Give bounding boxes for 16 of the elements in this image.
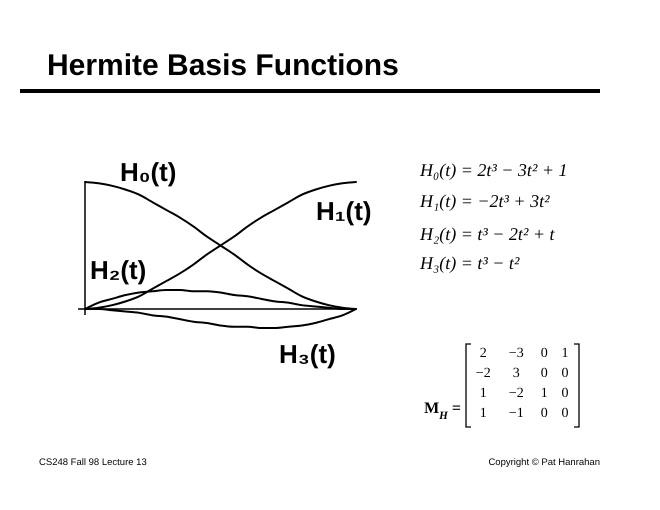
text: −2 3 0 0: [476, 366, 568, 381]
series-label: H₁(t): [316, 196, 372, 226]
chart-title: Hermite Basis Functions: [47, 49, 399, 82]
text: 1 −2 1 0: [480, 386, 568, 401]
text: Copyright © Pat Hanrahan: [488, 457, 600, 468]
text: H₂(t) = t³ − 2t² + t: [419, 224, 556, 244]
text: 1 −1 0 0: [480, 406, 568, 421]
text: CS248 Fall 98 Lecture 13: [39, 457, 147, 468]
series-label: H₀(t): [120, 157, 176, 187]
text: H₀(t) = 2t³ − 3t² + 1: [419, 160, 568, 180]
text: H₁(t) = −2t³ + 3t²: [419, 191, 550, 211]
series-label: H₂(t): [90, 255, 146, 285]
text: M$_{H}$ =: [424, 400, 461, 422]
text: 2 −3 0 1: [480, 346, 568, 361]
series-label: H₃(t): [279, 339, 336, 369]
text: H₃(t) = t³ − t²: [419, 253, 520, 273]
